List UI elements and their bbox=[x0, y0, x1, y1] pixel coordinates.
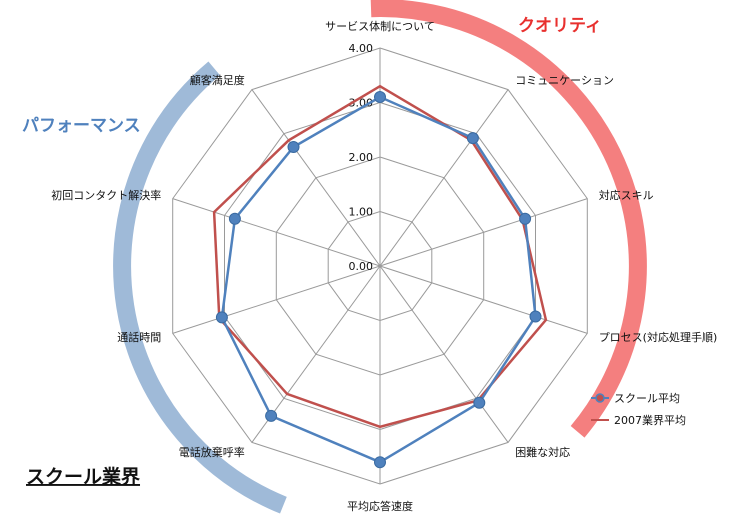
legend-swatch-school-marker bbox=[595, 393, 605, 403]
spoke-2 bbox=[379, 198, 588, 267]
spoke-1 bbox=[379, 89, 509, 267]
series-point-2 bbox=[519, 212, 532, 225]
category-label-5: 平均応答速度 bbox=[347, 499, 413, 513]
series-point-3 bbox=[529, 310, 542, 323]
series-point-5 bbox=[374, 456, 386, 469]
category-label-9: 顧客満足度 bbox=[190, 73, 245, 87]
series-point-7 bbox=[215, 311, 228, 324]
category-label-1: コミュニケーション bbox=[515, 74, 614, 87]
tick-label: 3.00 bbox=[349, 97, 374, 110]
category-label-6: 電話放棄呼率 bbox=[179, 445, 245, 459]
tick-label: 1.00 bbox=[349, 206, 374, 219]
spoke-9 bbox=[251, 89, 381, 267]
spoke-3 bbox=[379, 265, 588, 334]
series-layer bbox=[212, 84, 548, 469]
spoke-8 bbox=[172, 198, 381, 267]
series-line-0 bbox=[220, 95, 537, 464]
category-label-2: 対応スキル bbox=[599, 188, 654, 202]
series-point-0 bbox=[374, 91, 386, 103]
radar-grid bbox=[172, 47, 588, 485]
series-line-1 bbox=[212, 84, 548, 429]
category-label-8: 初回コンタクト解決率 bbox=[51, 188, 161, 202]
group-label-quality: クオリティ bbox=[518, 16, 602, 36]
legend-label-school: スクール平均 bbox=[614, 392, 680, 405]
group-label-performance: パフォーマンス bbox=[22, 116, 141, 136]
radial-axis-ticks: 0.00 1.00 2.00 3.00 4.00 bbox=[349, 42, 374, 273]
tick-label: 0.00 bbox=[349, 260, 374, 273]
category-label-4: 困難な対応 bbox=[515, 445, 570, 459]
tick-label: 2.00 bbox=[349, 151, 374, 164]
series-point-8 bbox=[228, 212, 241, 225]
quality-band bbox=[370, 0, 647, 438]
series-point-9 bbox=[287, 141, 300, 153]
category-label-3: プロセス(対応処理手順) bbox=[599, 330, 718, 344]
spoke-4 bbox=[379, 265, 509, 443]
series-point-1 bbox=[466, 132, 479, 145]
spoke-7 bbox=[172, 265, 381, 334]
category-label-7: 通話時間 bbox=[117, 330, 161, 344]
category-bands bbox=[113, 0, 647, 514]
tick-label: 4.00 bbox=[349, 42, 374, 55]
category-label-0: サービス体制について bbox=[325, 19, 435, 33]
legend-label-industry: 2007業界平均 bbox=[614, 414, 686, 427]
corner-label: スクール業界 bbox=[26, 465, 140, 488]
performance-band bbox=[113, 61, 287, 514]
series-point-6 bbox=[265, 409, 278, 422]
legend: スクール平均 2007業界平均 bbox=[591, 392, 686, 427]
series-point-4 bbox=[473, 396, 486, 409]
